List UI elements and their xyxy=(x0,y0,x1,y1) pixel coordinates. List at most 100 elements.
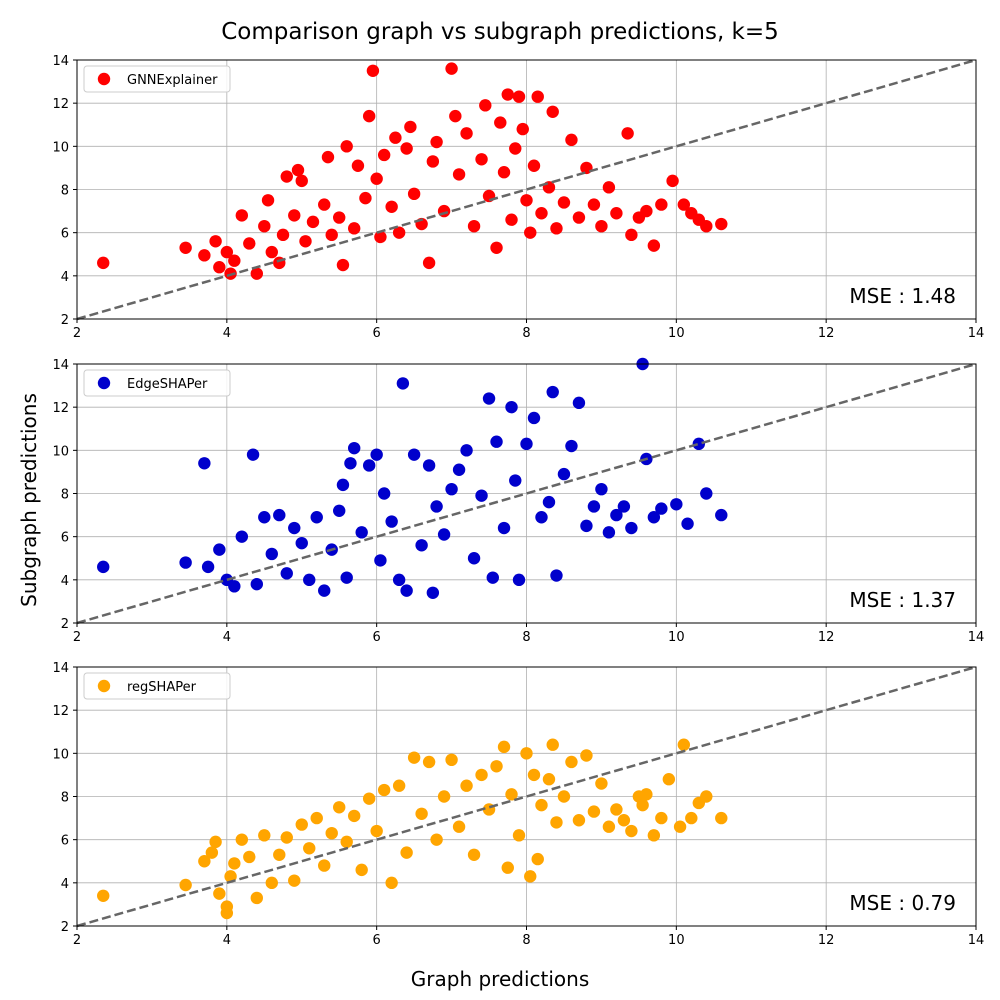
data-point xyxy=(524,870,537,883)
data-point xyxy=(422,459,436,472)
data-point xyxy=(235,209,249,222)
x-tick-label: 8 xyxy=(522,630,530,645)
legend-marker xyxy=(97,72,111,86)
data-point xyxy=(250,267,263,280)
data-point xyxy=(531,90,544,103)
data-point xyxy=(494,116,507,129)
data-point xyxy=(467,848,481,861)
data-point xyxy=(426,586,440,599)
data-point xyxy=(250,577,263,591)
legend-marker xyxy=(97,679,111,693)
data-point xyxy=(677,198,691,211)
x-tick-label: 14 xyxy=(968,630,985,645)
data-point xyxy=(546,105,559,119)
data-point xyxy=(396,377,410,390)
data-point xyxy=(336,258,350,272)
data-point xyxy=(505,400,518,414)
data-point xyxy=(318,198,331,211)
y-tick-label: 2 xyxy=(61,313,69,328)
data-point xyxy=(692,437,706,451)
data-point xyxy=(595,777,608,790)
data-point xyxy=(321,150,335,164)
data-point xyxy=(565,755,578,769)
x-tick-label: 12 xyxy=(818,326,835,341)
data-point xyxy=(520,194,533,207)
panel-gnnexplainer: 2 4 6 8 10 12 14 2 4 6 8 10 12 14 GNNExplainer MSE : 1.… xyxy=(52,54,984,341)
y-tick-label: 14 xyxy=(52,358,69,373)
x-tick-label: 4 xyxy=(223,933,231,948)
data-point xyxy=(347,809,361,823)
data-point xyxy=(490,760,503,773)
data-point xyxy=(295,174,308,188)
legend-label: EdgeSHAPer xyxy=(127,377,208,392)
data-point xyxy=(587,198,601,211)
data-point xyxy=(97,889,110,902)
data-point xyxy=(228,857,241,870)
data-point xyxy=(700,487,713,500)
x-tick-label: 8 xyxy=(522,933,530,948)
data-point xyxy=(490,435,503,448)
data-point xyxy=(437,790,451,803)
data-point xyxy=(602,526,616,539)
x-tick-label: 14 xyxy=(968,933,985,948)
data-point xyxy=(213,261,226,274)
data-point xyxy=(550,569,563,582)
y-tick-label: 12 xyxy=(52,704,69,719)
data-point xyxy=(392,226,406,239)
data-point xyxy=(621,127,634,140)
data-point xyxy=(617,814,631,827)
data-point xyxy=(580,749,593,762)
y-tick-label: 10 xyxy=(52,747,69,762)
y-tick-label: 14 xyxy=(52,54,69,69)
data-point xyxy=(535,207,548,220)
data-point xyxy=(404,120,417,134)
data-point xyxy=(636,798,649,812)
data-point xyxy=(715,508,728,522)
x-tick-label: 12 xyxy=(818,630,835,645)
data-point xyxy=(407,187,421,201)
data-point xyxy=(580,519,593,533)
data-point xyxy=(527,159,541,172)
y-tick-label: 2 xyxy=(61,617,69,632)
data-point xyxy=(430,500,443,513)
data-point xyxy=(340,140,353,153)
data-point xyxy=(542,773,556,786)
data-point xyxy=(572,211,586,224)
x-axis-label: Graph predictions xyxy=(411,967,589,991)
data-point xyxy=(512,90,526,103)
data-point xyxy=(673,820,687,833)
data-point xyxy=(250,891,263,905)
data-point xyxy=(415,807,428,820)
data-point xyxy=(258,829,271,842)
data-point xyxy=(288,209,301,222)
data-point xyxy=(497,521,511,535)
data-point xyxy=(228,580,241,593)
data-point xyxy=(299,235,312,248)
x-tick-label: 4 xyxy=(223,326,231,341)
data-point xyxy=(258,511,271,524)
mse-label: MSE : 1.48 xyxy=(849,284,956,308)
data-point xyxy=(362,459,376,472)
data-point xyxy=(452,820,466,833)
data-point xyxy=(288,874,301,887)
data-point xyxy=(407,751,421,764)
data-point xyxy=(501,88,514,101)
data-point xyxy=(546,385,559,399)
data-point xyxy=(288,521,301,535)
data-point xyxy=(565,439,578,453)
data-point xyxy=(677,738,691,751)
data-point xyxy=(565,133,578,147)
data-point xyxy=(280,567,293,580)
data-point xyxy=(557,790,571,803)
data-point xyxy=(97,560,110,574)
x-tick-label: 2 xyxy=(73,630,81,645)
data-point xyxy=(625,228,638,242)
data-point xyxy=(370,172,383,185)
data-point xyxy=(179,878,192,892)
data-point xyxy=(617,500,631,513)
data-point xyxy=(475,768,488,782)
data-point xyxy=(351,159,365,172)
data-point xyxy=(430,833,443,846)
y-axis-label: Subgraph predictions xyxy=(17,393,41,607)
